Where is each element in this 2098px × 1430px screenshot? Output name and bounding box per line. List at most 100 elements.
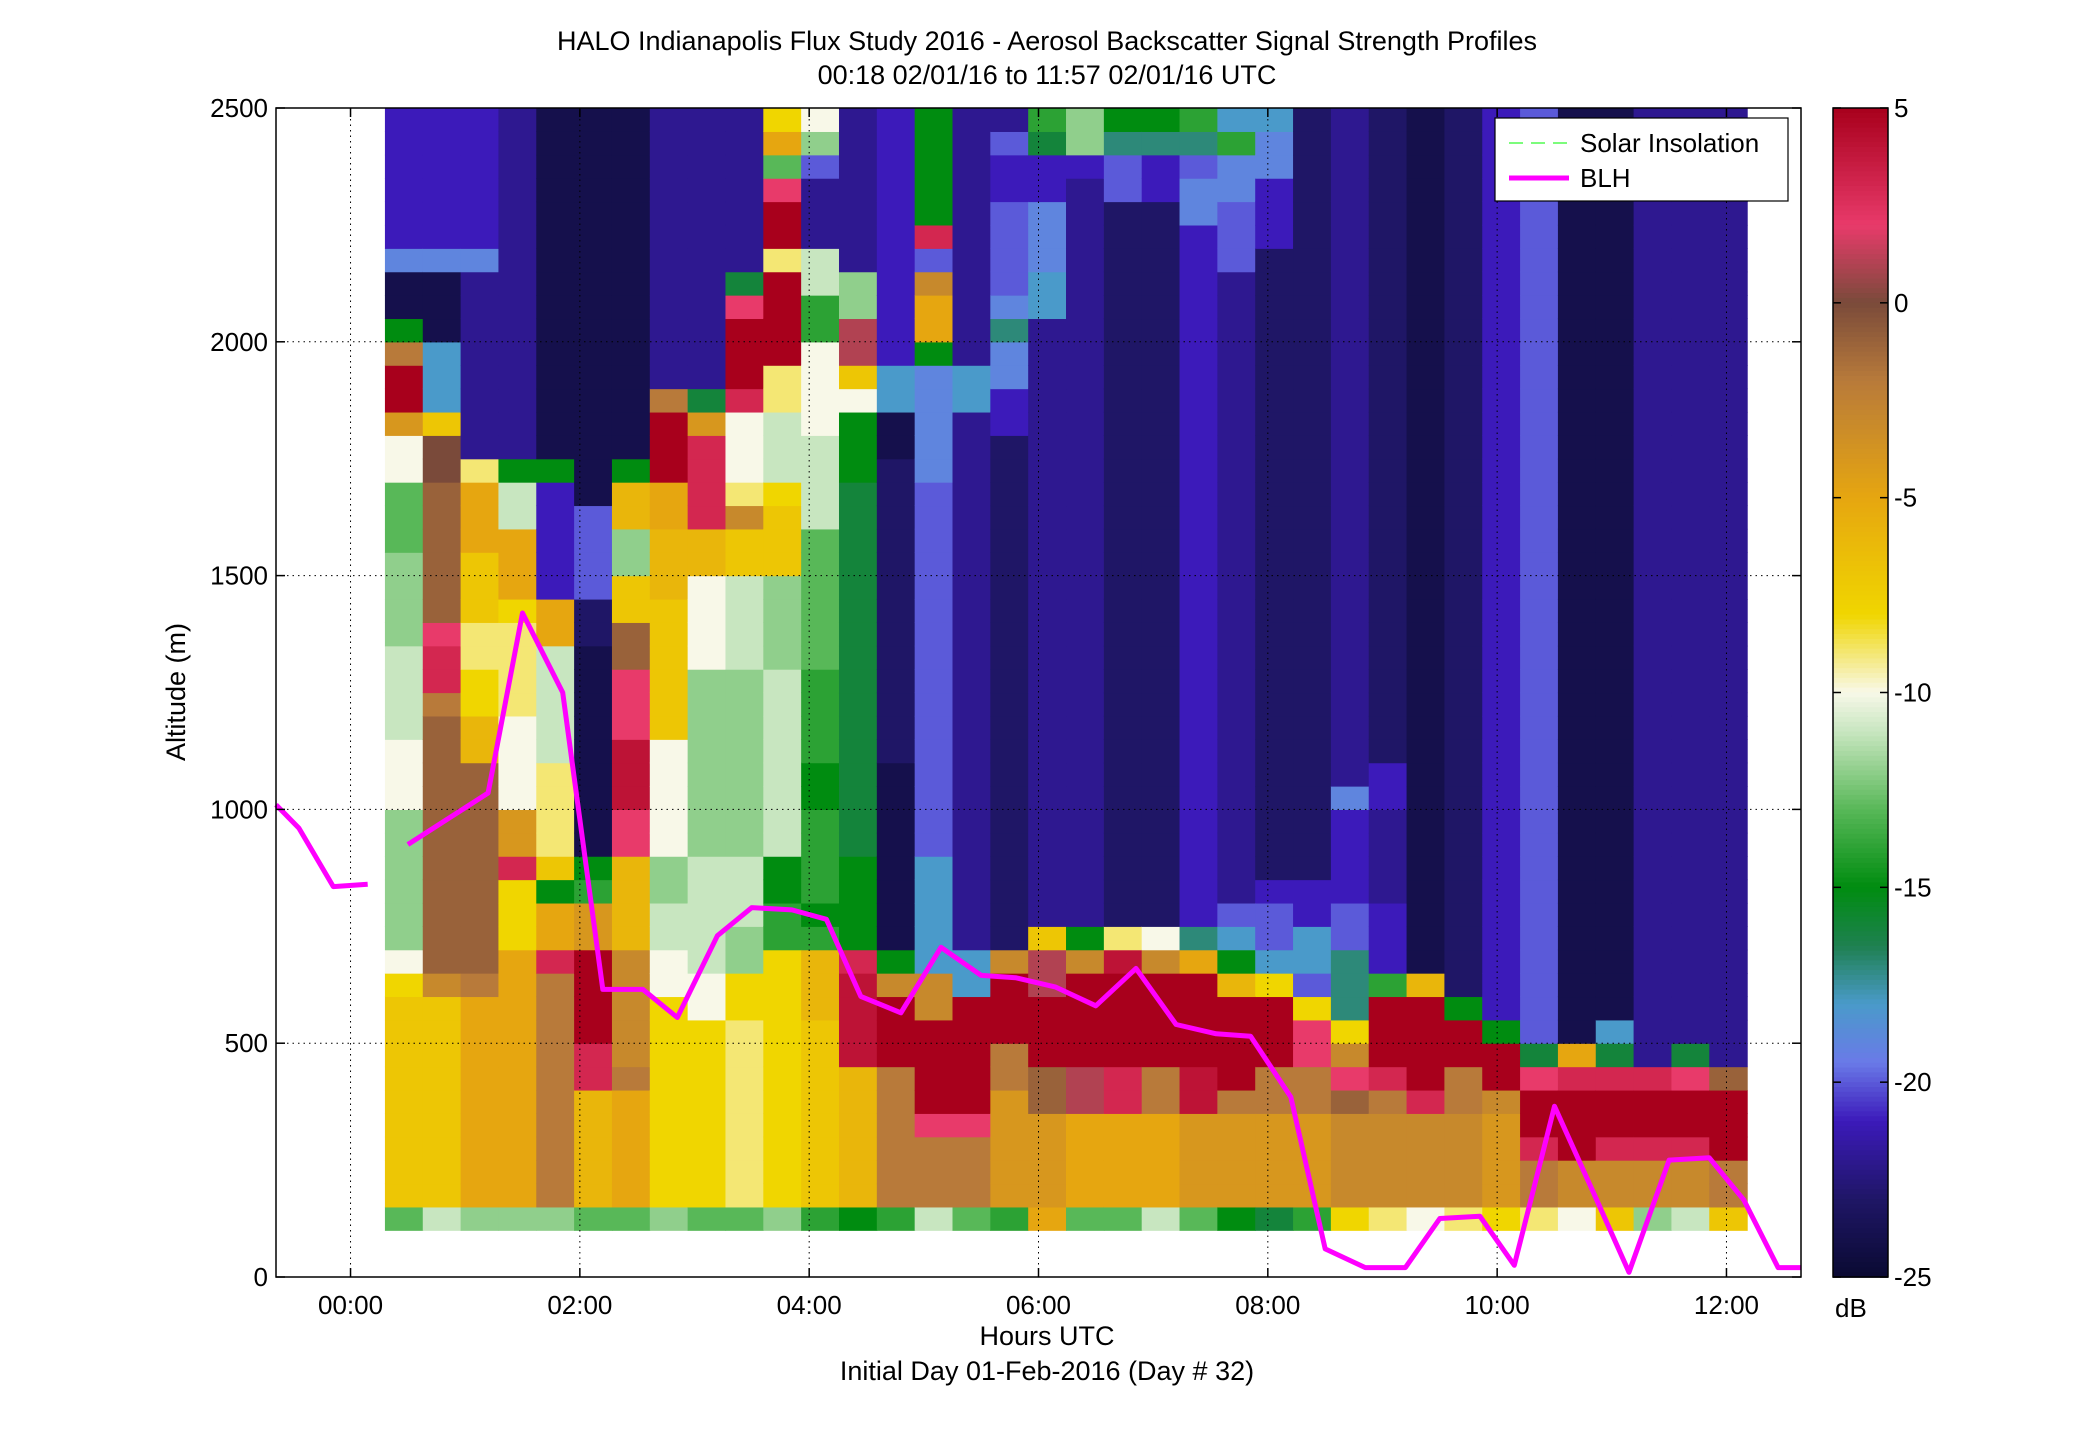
heatmap-cell [1709,996,1748,1021]
heatmap-cell [1066,201,1105,226]
heatmap-cell [536,1089,575,1114]
heatmap-cell [1141,879,1181,904]
heatmap-cell [1444,482,1483,507]
heatmap-cell [1141,295,1181,320]
heatmap-cell [1595,295,1635,320]
heatmap-cell [914,692,954,717]
heatmap-cell [1482,341,1521,366]
heatmap-cell [1557,458,1597,483]
heatmap-cell [1406,108,1445,132]
heatmap-cell [763,108,802,132]
heatmap-cell [460,1160,500,1185]
heatmap-cell [1217,1043,1256,1068]
heatmap-cell [1557,973,1597,998]
heatmap-cell [1709,739,1748,764]
heatmap-cell [1141,762,1181,787]
colorbar-band [1833,1160,1888,1166]
heatmap-cell [763,411,802,436]
heatmap-cell [1633,1066,1673,1091]
heatmap-cell [801,248,840,273]
heatmap-cell [611,108,651,132]
heatmap-cell [801,786,840,810]
heatmap-cell [384,248,424,273]
heatmap-cell [1368,1183,1408,1208]
colorbar-band [1833,721,1888,728]
colorbar-band [1833,1004,1888,1010]
heatmap-cell [1633,575,1673,600]
heatmap-cell [838,411,878,436]
colorbar-band [1833,843,1888,850]
heatmap-cell [1671,645,1710,670]
heatmap-cell [574,505,613,530]
heatmap-cell [801,1019,840,1044]
heatmap-cell [649,505,689,530]
heatmap-cell [1293,949,1332,974]
heatmap-cell [725,295,764,320]
heatmap-cell [1709,295,1748,320]
heatmap-cell [384,973,424,998]
heatmap-cell [649,762,689,787]
heatmap-cell [990,178,1029,203]
colorbar-band [1833,789,1888,796]
heatmap-cell [1368,926,1408,951]
heatmap-cell [914,341,954,366]
colorbar-band [1833,741,1888,747]
heatmap-cell [1255,575,1294,600]
colorbar-band [1833,239,1888,246]
heatmap-cell [687,154,727,179]
colorbar-band [1833,643,1888,650]
heatmap-cell [1179,435,1218,460]
heatmap-cell [1406,1019,1445,1044]
heatmap-cell [1179,178,1218,203]
heatmap-cell [1368,295,1408,320]
heatmap-cell [1368,1113,1408,1138]
heatmap-cell [1557,1043,1597,1068]
heatmap-cell [384,552,424,577]
heatmap-cell [1406,1089,1445,1114]
heatmap-cell [536,201,575,226]
heatmap-cell [1520,458,1559,483]
heatmap-cell [1255,365,1294,390]
heatmap-cell [422,1043,462,1068]
colorbar-band [1833,234,1888,241]
heatmap-cell [1330,715,1370,740]
heatmap-cell [687,879,727,904]
heatmap-cell [1444,271,1483,296]
heatmap-cell [1255,715,1294,740]
heatmap-cell [1330,505,1370,530]
heatmap-cell [1482,856,1521,881]
heatmap-cell [1179,458,1218,483]
heatmap-cell [1293,973,1332,998]
colorbar-band [1833,1233,1888,1239]
heatmap-cell [1520,318,1559,343]
heatmap-cell [422,201,462,226]
heatmap-cell [1179,365,1218,390]
heatmap-cell [1141,131,1181,156]
heatmap-cell [725,1206,764,1231]
colorbar-band [1833,453,1888,460]
heatmap-cell [1066,108,1105,132]
heatmap-cell [1406,178,1445,203]
heatmap-cell [1557,505,1597,530]
heatmap-cell [1444,739,1483,764]
heatmap-cell [1482,388,1521,413]
heatmap-cell [1217,996,1256,1021]
heatmap-cell [1671,856,1710,881]
colorbar-band [1833,926,1888,932]
heatmap-cell [1633,622,1673,647]
heatmap-cell [801,996,840,1021]
heatmap-cell [838,692,878,717]
colorbar-band [1833,824,1888,830]
heatmap-cell [1330,598,1370,623]
heatmap-cell [1709,411,1748,436]
colorbar-band [1833,448,1888,455]
heatmap-cell [687,224,727,249]
heatmap-cell [574,739,613,764]
heatmap-cell [1444,856,1483,881]
heatmap-cell [1141,926,1181,951]
colorbar-band [1833,1043,1888,1049]
heatmap-cell [1028,224,1067,249]
heatmap-cell [1709,552,1748,577]
heatmap-cell [498,809,537,834]
heatmap-cell [801,856,840,881]
